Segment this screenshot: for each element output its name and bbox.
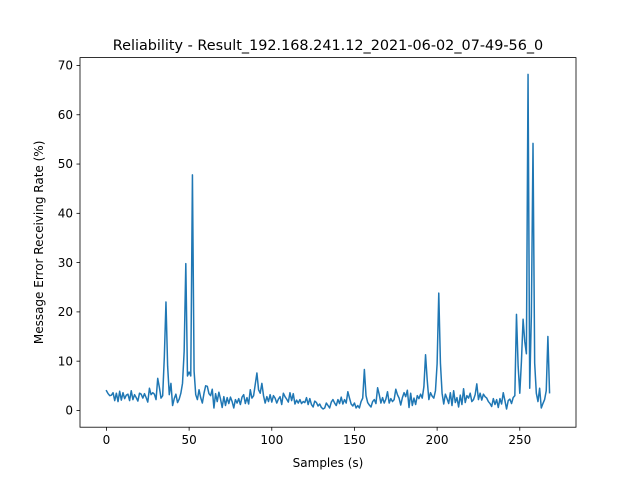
plot-area <box>79 57 577 428</box>
y-axis-ticks: 0 10 20 30 40 50 60 70 <box>58 59 80 418</box>
y-tick-label: 20 <box>58 305 73 319</box>
y-tick-label: 50 <box>58 157 73 171</box>
chart-title: Reliability - Result_192.168.241.12_2021… <box>113 38 543 54</box>
x-tick-label: 250 <box>508 433 531 447</box>
plot-frame <box>79 57 577 428</box>
y-tick-label: 40 <box>58 207 73 221</box>
x-axis-label: Samples (s) <box>293 456 364 470</box>
y-tick-label: 30 <box>58 256 73 270</box>
x-tick-label: 50 <box>181 433 196 447</box>
y-tick-label: 70 <box>58 59 73 73</box>
y-tick-label: 10 <box>58 354 73 368</box>
x-tick-label: 150 <box>343 433 366 447</box>
y-tick-label: 60 <box>58 108 73 122</box>
y-axis-label: Message Error Receiving Rate (%) <box>32 141 46 345</box>
series-line <box>105 73 551 410</box>
x-tick-label: 100 <box>260 433 283 447</box>
x-tick-label: 0 <box>103 433 111 447</box>
y-tick-label: 0 <box>65 404 73 418</box>
x-tick-label: 200 <box>426 433 449 447</box>
x-axis-ticks: 0 50 100 150 200 250 <box>103 427 531 447</box>
